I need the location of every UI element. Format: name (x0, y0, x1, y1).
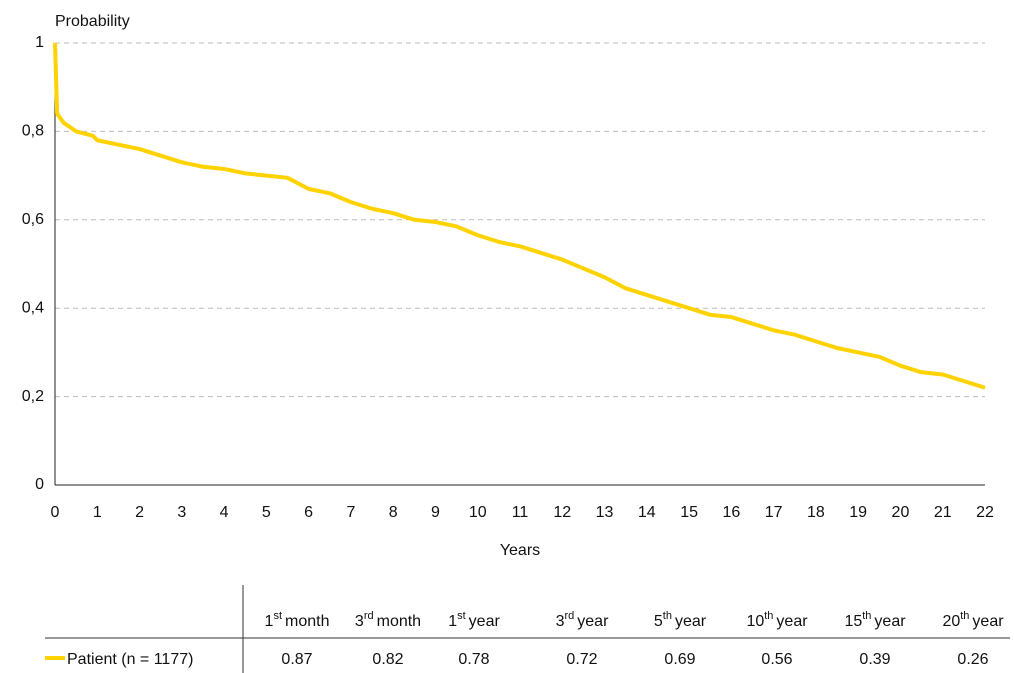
x-tick-label: 7 (346, 504, 355, 521)
table-cell: 0.82 (372, 651, 403, 668)
x-tick-label: 15 (680, 504, 698, 521)
header-suffix: st (457, 610, 466, 622)
table-cell: 0.72 (566, 651, 597, 668)
column-header: 10th year (746, 610, 808, 630)
header-number: 20 (942, 613, 960, 630)
x-tick-label: 11 (512, 504, 529, 521)
table-cell: 0.87 (281, 651, 312, 668)
header-number: 5 (654, 613, 663, 630)
header-suffix: th (764, 610, 773, 622)
x-tick-label: 21 (934, 504, 952, 521)
x-axis-label: Years (500, 542, 540, 559)
row-label: Patient (n = 1177) (67, 651, 193, 668)
x-tick-label: 9 (431, 504, 440, 521)
table-cell: 0.78 (458, 651, 489, 668)
header-suffix: rd (565, 610, 575, 622)
x-tick-label: 14 (638, 504, 656, 521)
column-header: 1st month (265, 610, 330, 630)
x-tick-label: 10 (469, 504, 487, 521)
x-tick-label: 5 (262, 504, 271, 521)
header-unit: year (577, 613, 609, 630)
header-unit: month (285, 613, 329, 630)
y-tick-label: 0 (35, 476, 44, 493)
x-tick-label: 8 (389, 504, 398, 521)
table-cell: 0.69 (664, 651, 695, 668)
x-tick-label: 16 (722, 504, 740, 521)
header-number: 1 (265, 613, 274, 630)
header-number: 3 (355, 613, 364, 630)
y-tick-label: 0,6 (22, 211, 44, 228)
header-number: 10 (746, 613, 764, 630)
header-suffix: rd (364, 610, 374, 622)
header-number: 15 (844, 613, 862, 630)
x-tick-label: 12 (553, 504, 571, 521)
x-tick-label: 19 (849, 504, 867, 521)
x-tick-label: 22 (976, 504, 994, 521)
x-tick-label: 17 (765, 504, 783, 521)
column-header: 1st year (448, 610, 500, 630)
header-suffix: th (862, 610, 871, 622)
y-tick-label: 0,8 (22, 123, 44, 140)
column-header: 3rd year (556, 610, 609, 630)
y-tick-label: 0,2 (22, 388, 44, 405)
header-suffix: th (663, 610, 672, 622)
header-suffix: st (273, 610, 282, 622)
x-tick-label: 20 (892, 504, 910, 521)
y-axis-label: Probability (55, 13, 130, 30)
survival-line (53, 42, 986, 390)
table-cell: 0.26 (957, 651, 988, 668)
header-number: 3 (556, 613, 565, 630)
header-unit: year (469, 613, 501, 630)
x-tick-label: 3 (177, 504, 186, 521)
header-unit: year (972, 613, 1004, 630)
column-header: 3rd month (355, 610, 421, 630)
x-tick-label: 1 (93, 504, 102, 521)
column-header: 20th year (942, 610, 1004, 630)
x-tick-label: 4 (220, 504, 229, 521)
header-unit: year (874, 613, 906, 630)
column-header: 15th year (844, 610, 906, 630)
table-cell: 0.39 (859, 651, 890, 668)
y-tick-label: 1 (35, 34, 44, 51)
x-tick-label: 6 (304, 504, 313, 521)
header-suffix: th (960, 610, 969, 622)
table-cell: 0.56 (761, 651, 792, 668)
column-header: 5th year (654, 610, 707, 630)
header-unit: year (776, 613, 808, 630)
header-unit: year (675, 613, 707, 630)
x-tick-label: 0 (51, 504, 60, 521)
y-tick-label: 0,4 (22, 299, 44, 316)
header-unit: month (377, 613, 421, 630)
x-tick-label: 18 (807, 504, 825, 521)
x-tick-label: 2 (135, 504, 144, 521)
x-tick-label: 13 (596, 504, 614, 521)
header-number: 1 (448, 613, 457, 630)
